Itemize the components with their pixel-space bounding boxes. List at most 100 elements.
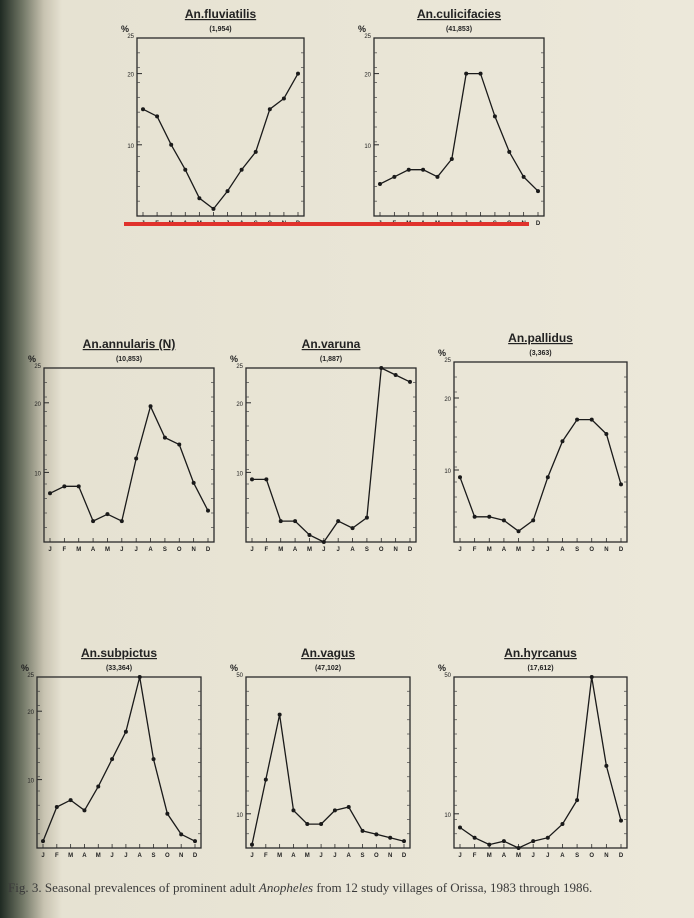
data-point-1-4 [435,174,440,179]
x-tick-label-3-6: J [337,547,340,553]
x-tick-label-5-0: J [41,853,44,859]
data-point-7-8 [575,798,580,803]
data-point-5-5 [110,757,115,762]
data-point-4-4 [516,529,521,534]
data-point-4-6 [545,475,550,480]
x-tick-label-4-1: F [473,547,477,553]
y-tick-label-0-1: 20 [127,73,134,79]
data-point-6-10 [388,835,393,840]
chart-subtitle-5: (33,364) [106,665,132,672]
data-point-7-6 [545,835,550,840]
data-point-4-9 [589,417,594,422]
data-point-1-5 [449,157,454,162]
data-point-0-9 [267,107,272,112]
x-tick-label-7-6: J [546,853,549,859]
x-tick-label-6-4: M [305,853,310,859]
x-tick-label-2-8: S [163,547,167,553]
x-tick-label-4-9: O [589,547,594,553]
caption-prefix: Fig. 3. Seasonal prevalences of prominen… [8,880,259,895]
x-tick-label-5-8: S [152,853,156,859]
y-axis-label-1: % [358,24,366,34]
data-point-0-6 [225,189,230,194]
x-tick-label-7-8: S [575,853,579,859]
data-point-0-2 [169,142,174,147]
x-tick-label-3-1: F [265,547,269,553]
x-tick-label-7-3: A [502,853,507,859]
x-tick-label-3-7: A [350,547,355,553]
data-point-5-3 [82,808,87,813]
caption-suffix: from 12 study villages of Orissa, 1983 t… [313,880,593,895]
data-point-2-10 [191,480,196,485]
y-tick-label-5-0: 10 [27,779,34,785]
data-point-4-7 [560,439,565,444]
data-point-4-10 [604,432,609,436]
data-point-3-9 [379,366,384,370]
x-tick-label-6-2: M [277,853,282,859]
x-tick-label-5-5: J [110,853,113,859]
series-line-1 [379,72,539,192]
y-tick-label-1-1: 20 [364,73,371,79]
data-point-6-4 [305,822,310,827]
y-tick-label-4-1: 20 [444,397,451,403]
data-point-5-10 [179,832,184,837]
data-point-6-3 [291,808,296,813]
data-point-4-3 [501,518,506,523]
x-tick-label-7-11: D [619,853,624,859]
y-tick-label-2-1: 20 [34,402,41,408]
series-line-4 [459,418,622,533]
y-tick-label-7-1: 50 [444,673,451,679]
x-tick-label-7-10: N [604,853,608,859]
data-point-7-4 [516,846,521,850]
x-tick-label-2-7: A [148,547,153,553]
x-tick-label-4-0: J [458,547,461,553]
data-point-1-9 [507,149,512,154]
data-point-4-8 [575,417,580,422]
chart-subtitle-6: (47,102) [315,665,341,672]
x-tick-label-2-3: A [91,547,96,553]
chart-subtitle-3: (1,887) [320,356,342,363]
chart-subtitle-4: (3,363) [529,350,551,357]
x-tick-label-2-4: M [105,547,110,553]
y-tick-label-4-0: 10 [444,469,451,475]
y-tick-label-6-1: 50 [236,673,243,679]
chart-title-4: An.pallidus [508,331,573,345]
x-tick-label-7-5: J [532,853,535,859]
data-point-5-0 [41,839,45,844]
data-point-1-6 [464,71,469,76]
chart-frame-3 [245,367,417,543]
x-tick-label-7-0: J [458,853,461,859]
x-tick-label-3-8: S [365,547,369,553]
data-point-1-11 [536,189,540,194]
data-point-4-1 [472,514,477,519]
x-tick-label-3-10: N [393,547,397,553]
data-point-6-1 [263,777,268,782]
x-tick-label-7-7: A [560,853,565,859]
y-tick-label-3-2: 25 [236,364,243,370]
x-tick-label-2-6: J [135,547,138,553]
data-point-3-6 [336,519,341,524]
y-tick-label-3-0: 10 [236,471,243,477]
chart-frame-6 [245,676,411,849]
figure-caption: Fig. 3. Seasonal prevalences of prominen… [8,880,688,896]
x-tick-label-5-4: M [96,853,101,859]
data-point-0-4 [197,196,202,201]
data-point-7-3 [501,839,506,844]
data-point-6-0 [250,842,254,847]
x-tick-label-5-11: D [193,853,198,859]
x-tick-label-2-11: D [206,547,211,553]
x-tick-label-5-1: F [55,853,59,859]
x-tick-label-5-6: J [124,853,127,859]
data-point-6-7 [346,804,351,809]
chart-title-6: An.vagus [301,646,355,660]
data-point-2-0 [48,491,52,496]
chart-subtitle-0: (1,954) [209,26,231,33]
y-tick-label-5-2: 25 [27,673,34,679]
data-point-3-1 [264,477,269,482]
data-point-2-1 [62,484,67,489]
data-point-2-5 [119,519,124,524]
data-point-3-7 [350,526,355,531]
data-point-3-4 [307,533,312,538]
x-tick-label-6-8: S [361,853,365,859]
data-point-6-2 [277,712,282,717]
